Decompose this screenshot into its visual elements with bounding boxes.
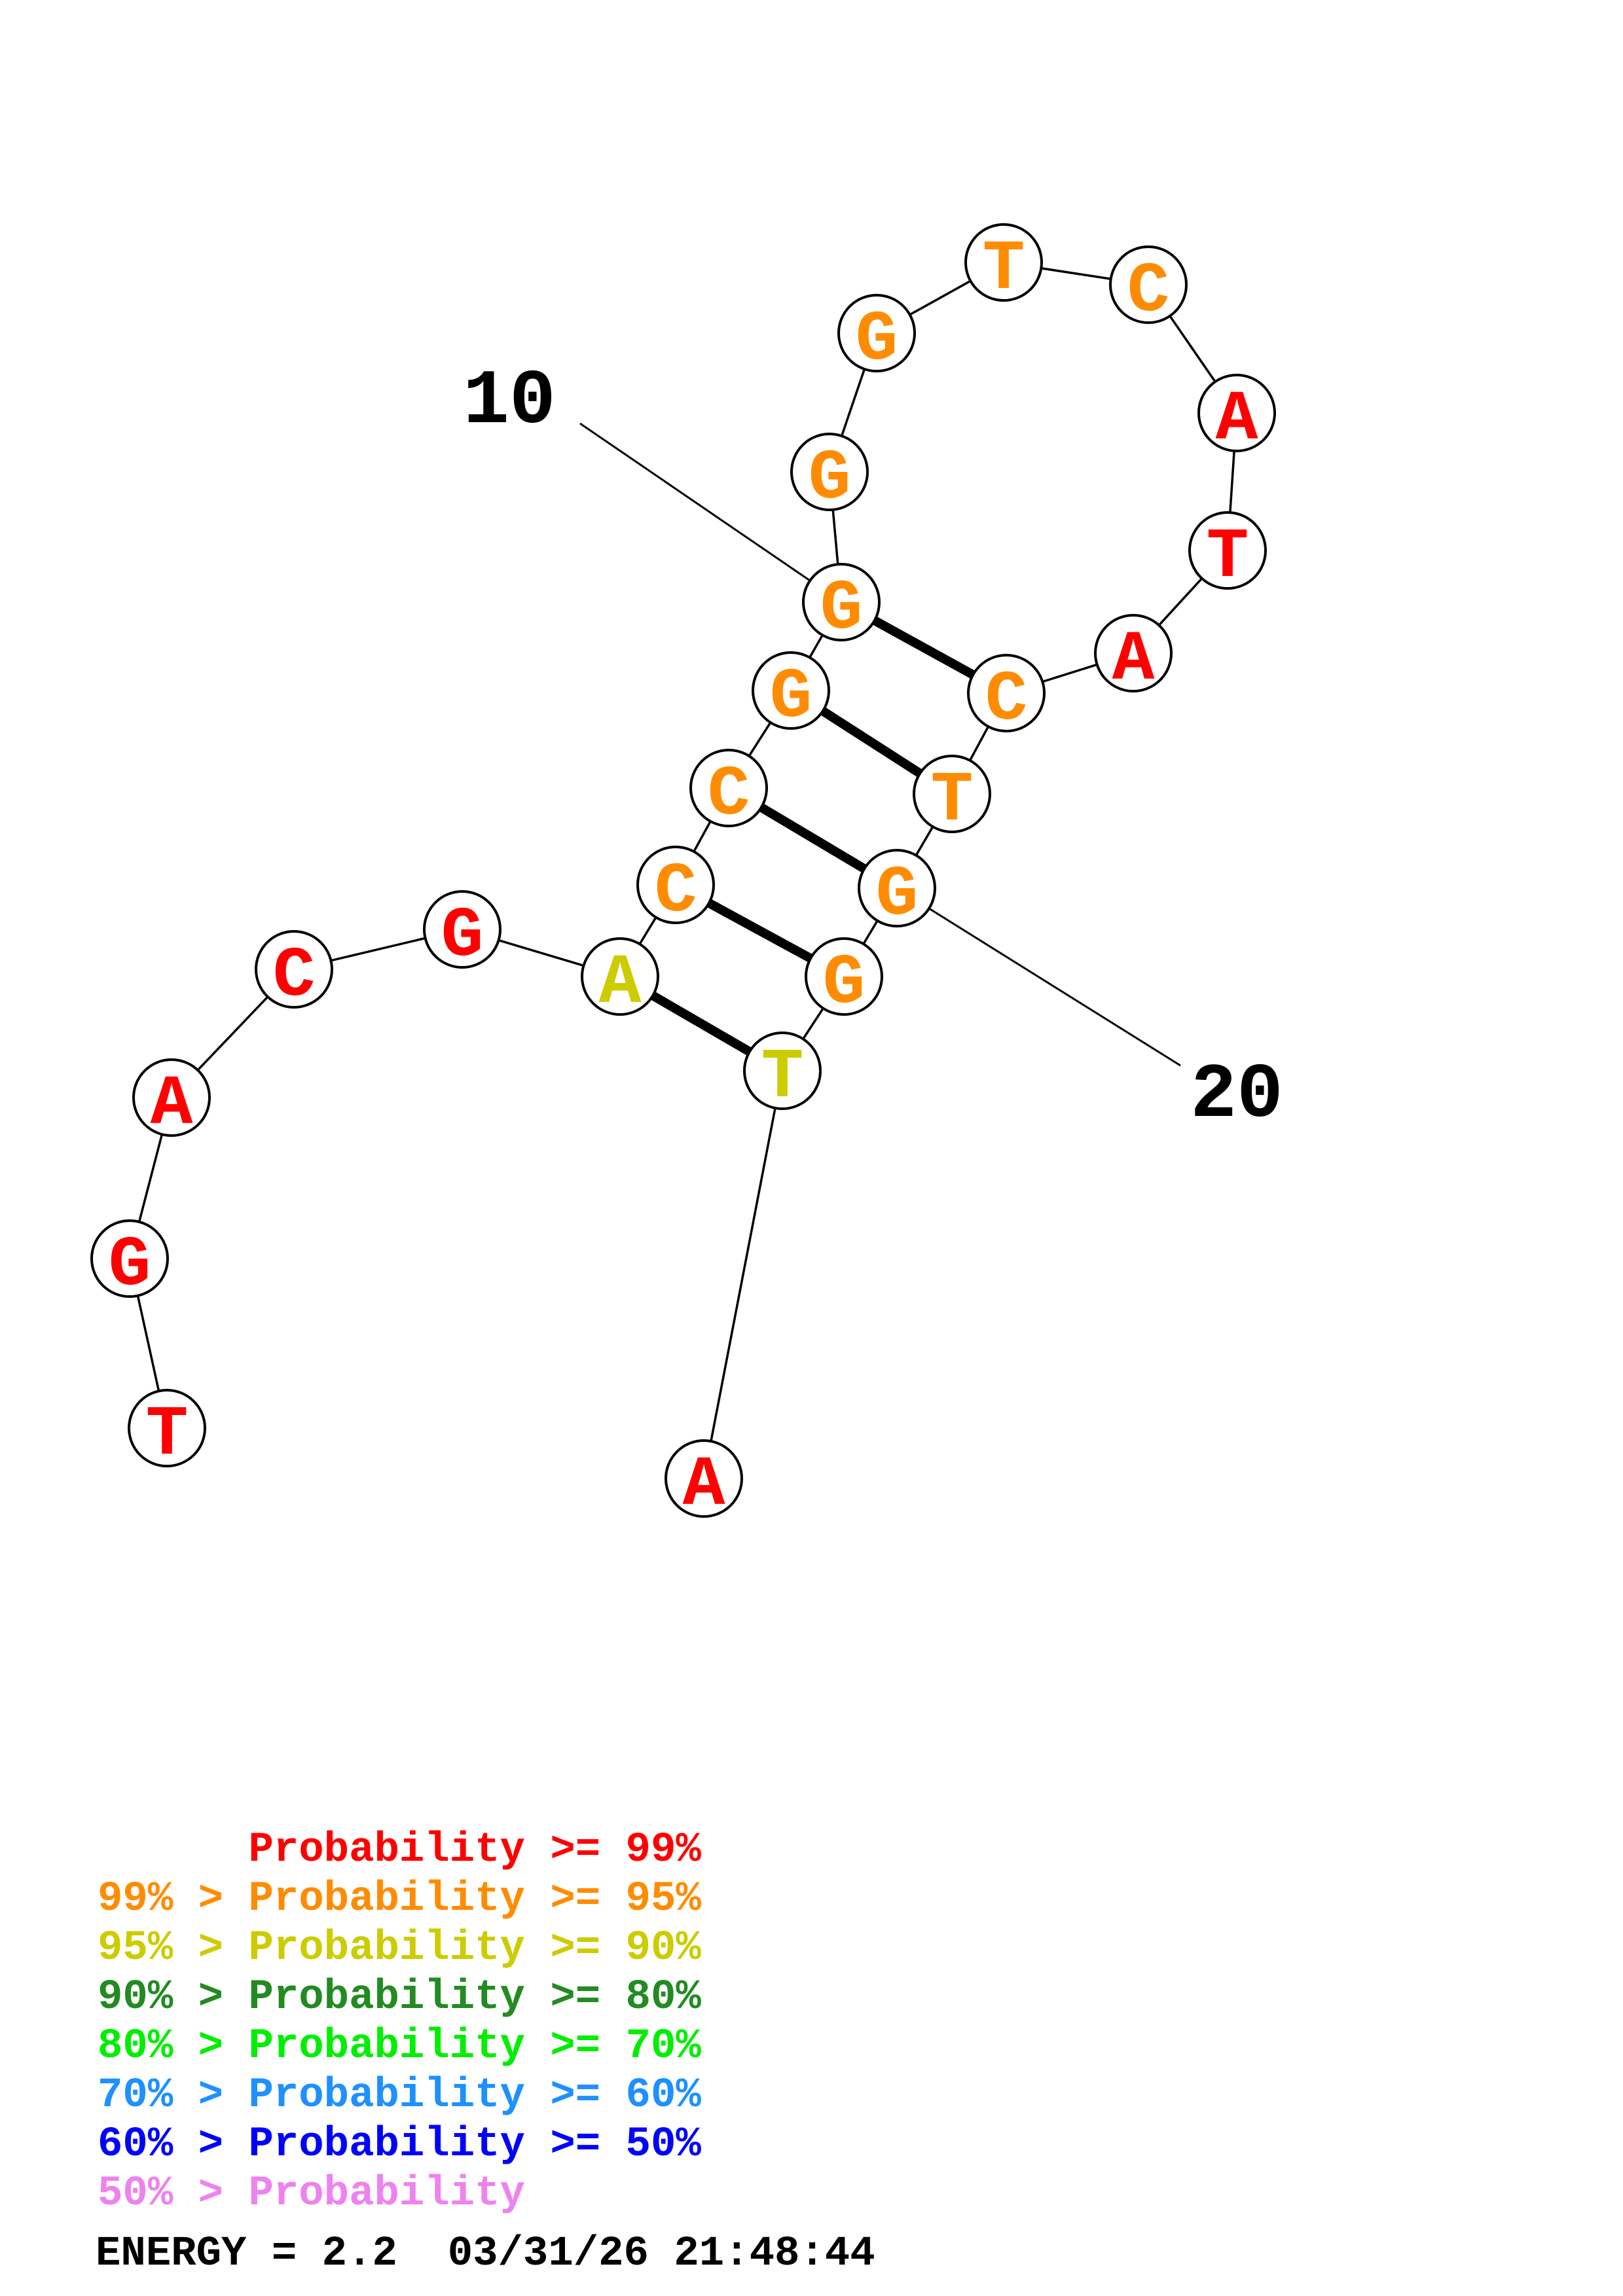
nucleotide-circle	[128, 1389, 206, 1467]
legend-row: 80% > Probability >= 70%	[98, 2023, 701, 2070]
nucleotide-18: C	[967, 654, 1046, 740]
nucleotide-circle	[964, 223, 1043, 302]
nucleotide-5: G	[423, 890, 501, 977]
base-letter: C	[985, 660, 1028, 740]
base-letter: C	[1127, 252, 1170, 332]
base-letter: G	[441, 897, 484, 977]
nucleotide-circle	[752, 651, 830, 730]
nucleotide-17: A	[1094, 614, 1173, 700]
base-letter: G	[809, 439, 851, 519]
nucleotide-circle	[1188, 511, 1267, 590]
nucleotide-1: T	[128, 1389, 206, 1475]
base-letter: A	[599, 944, 642, 1024]
nucleotide-circle	[90, 1219, 169, 1298]
nucleotide-circle	[132, 1058, 211, 1137]
nucleotide-circle	[743, 1031, 822, 1110]
nucleotide-circle	[581, 937, 659, 1016]
legend-row: 95% > Probability >= 90%	[98, 1925, 701, 1972]
nucleotide-circle	[1109, 245, 1188, 324]
base-letter: A	[151, 1065, 193, 1145]
nucleotide-23: A	[665, 1439, 743, 1526]
legend-row: Probability >= 99%	[98, 1827, 701, 1874]
base-letter: T	[1207, 518, 1249, 598]
base-letter: G	[770, 658, 812, 738]
nucleotide-10: G	[802, 563, 881, 649]
nucleotide-2: G	[90, 1219, 169, 1306]
nucleotide-circle	[913, 755, 991, 833]
nucleotide-circle	[837, 294, 916, 372]
legend-row: 99% > Probability >= 95%	[98, 1876, 701, 1923]
base-letter: G	[876, 855, 919, 935]
nucleotide-7: C	[636, 846, 715, 932]
nucleotide-8: C	[689, 749, 768, 835]
base-letter: C	[708, 755, 750, 835]
legend-row: 60% > Probability >= 50%	[98, 2121, 701, 2168]
base-letter: T	[146, 1395, 189, 1475]
position-label-leader-line	[579, 422, 811, 582]
nucleotide-circle	[790, 433, 869, 511]
base-letter: C	[655, 852, 697, 932]
base-letter: A	[683, 1446, 725, 1526]
base-letter: C	[273, 937, 316, 1016]
probability-legend: Probability >= 99% 99% > Probability >= 9…	[98, 1826, 701, 2219]
nucleotide-circle	[1094, 614, 1173, 692]
nucleotide-circle	[802, 563, 881, 641]
nucleotide-circle	[665, 1439, 743, 1518]
base-letter: A	[1112, 620, 1155, 700]
base-letter: T	[983, 230, 1025, 310]
legend-row: 50% > Probability	[98, 2170, 525, 2217]
nucleotide-circle	[1197, 374, 1276, 452]
energy-status-line: ENERGY = 2.2 03/31/26 21:48:44	[96, 2231, 875, 2278]
nucleotide-12: G	[837, 294, 916, 380]
nucleotide-21: G	[805, 937, 883, 1024]
base-letter: T	[761, 1038, 804, 1118]
nucleotide-circle	[689, 749, 768, 827]
base-letter: G	[856, 300, 898, 380]
position-label-20: 20	[1190, 1052, 1283, 1139]
nucleotide-circle	[967, 654, 1046, 732]
nucleotide-6: A	[581, 937, 659, 1024]
nucleotide-circle	[805, 937, 883, 1016]
position-label-leader-line	[928, 907, 1181, 1067]
nucleotide-19: T	[913, 755, 991, 841]
base-letter: A	[1216, 380, 1258, 460]
nucleotide-11: G	[790, 433, 869, 519]
legend-row: 70% > Probability >= 60%	[98, 2072, 701, 2119]
nucleotide-9: G	[752, 651, 830, 738]
base-letter: T	[931, 761, 974, 841]
nucleotide-16: T	[1188, 511, 1267, 598]
nucleotide-3: A	[132, 1058, 211, 1145]
nucleotide-circle	[858, 849, 936, 927]
legend-row: 90% > Probability >= 80%	[98, 1974, 701, 2021]
nucleotide-20: G	[858, 849, 936, 935]
position-label-10: 10	[463, 359, 556, 446]
nucleotide-circle	[255, 930, 333, 1009]
base-letter: G	[823, 944, 866, 1024]
backbone-segment	[702, 1070, 784, 1479]
nucleotide-circle	[636, 846, 715, 924]
nucleotide-15: A	[1197, 374, 1276, 460]
nucleotide-22: T	[743, 1031, 822, 1118]
nucleotide-13: T	[964, 223, 1043, 310]
nucleotide-4: C	[255, 930, 333, 1016]
nucleotide-circle	[423, 890, 501, 969]
base-letter: G	[109, 1226, 151, 1306]
nucleotide-14: C	[1109, 245, 1188, 332]
base-letter: G	[820, 569, 863, 649]
